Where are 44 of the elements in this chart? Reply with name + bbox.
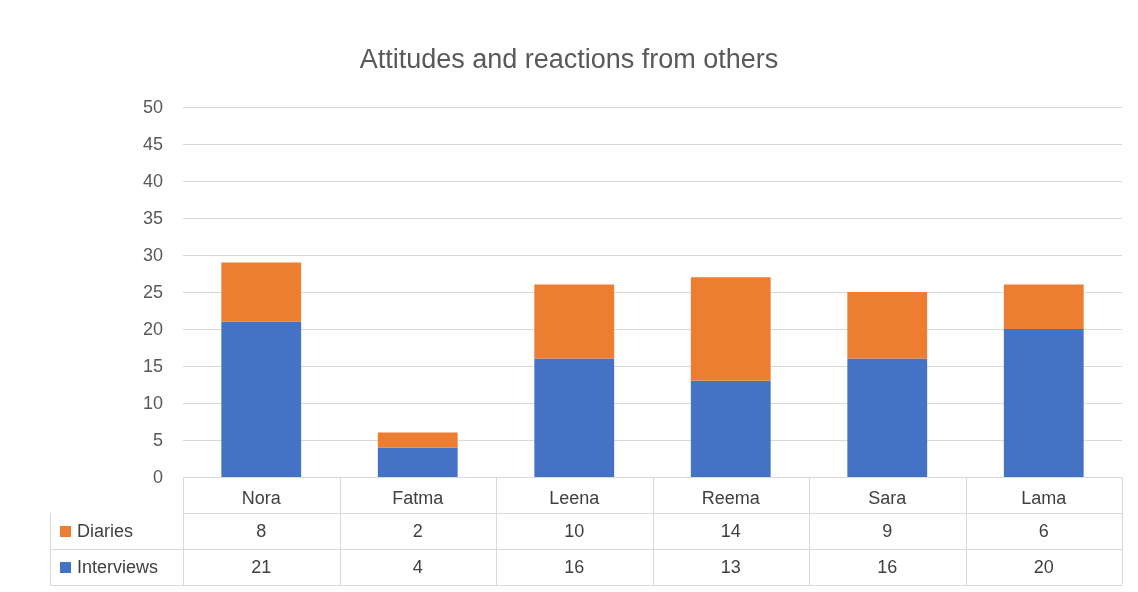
bar	[847, 292, 928, 359]
bar	[534, 284, 615, 359]
bar	[1003, 284, 1084, 329]
bar	[534, 358, 615, 477]
bar	[221, 321, 302, 477]
bar	[690, 277, 771, 381]
y-tick-label: 40	[142, 171, 163, 191]
data-label: 13	[719, 555, 742, 579]
x-tick-label: Leena	[549, 488, 601, 508]
chart-title: Attitudes and reactions from others	[359, 43, 779, 74]
data-label: 16	[876, 555, 899, 579]
x-tick-label: Fatma	[392, 488, 445, 508]
y-tick-label: 10	[142, 393, 163, 413]
x-tick-label: Nora	[241, 488, 282, 508]
data-label: 6	[1037, 519, 1050, 543]
x-tick-label: Reema	[701, 488, 761, 508]
y-tick-label: 0	[152, 467, 163, 487]
bar	[377, 447, 458, 477]
bar	[377, 432, 458, 448]
legend-label: Diaries	[77, 520, 134, 542]
y-tick-label: 50	[142, 97, 163, 117]
y-tick-label: 5	[152, 430, 163, 450]
data-label: 8	[255, 519, 268, 543]
data-label: 4	[411, 555, 424, 579]
data-label: 20	[1032, 555, 1055, 579]
x-tick-label: Sara	[868, 488, 908, 508]
data-label: 21	[250, 555, 273, 579]
y-tick-label: 20	[142, 319, 163, 339]
y-tick-label: 35	[142, 208, 163, 228]
y-tick-label: 45	[142, 134, 163, 154]
y-tick-label: 30	[142, 245, 163, 265]
legend-label: Interviews	[77, 556, 159, 578]
x-tick-label: Lama	[1021, 488, 1068, 508]
data-label: 14	[719, 519, 742, 543]
data-label: 16	[563, 555, 586, 579]
bar	[1003, 329, 1084, 477]
data-label: 9	[881, 519, 894, 543]
data-label: 10	[563, 519, 586, 543]
bar	[221, 262, 302, 322]
bar	[690, 380, 771, 477]
bar	[847, 358, 928, 477]
y-tick-label: 25	[142, 282, 163, 302]
data-label: 2	[411, 519, 424, 543]
y-tick-label: 15	[142, 356, 163, 376]
